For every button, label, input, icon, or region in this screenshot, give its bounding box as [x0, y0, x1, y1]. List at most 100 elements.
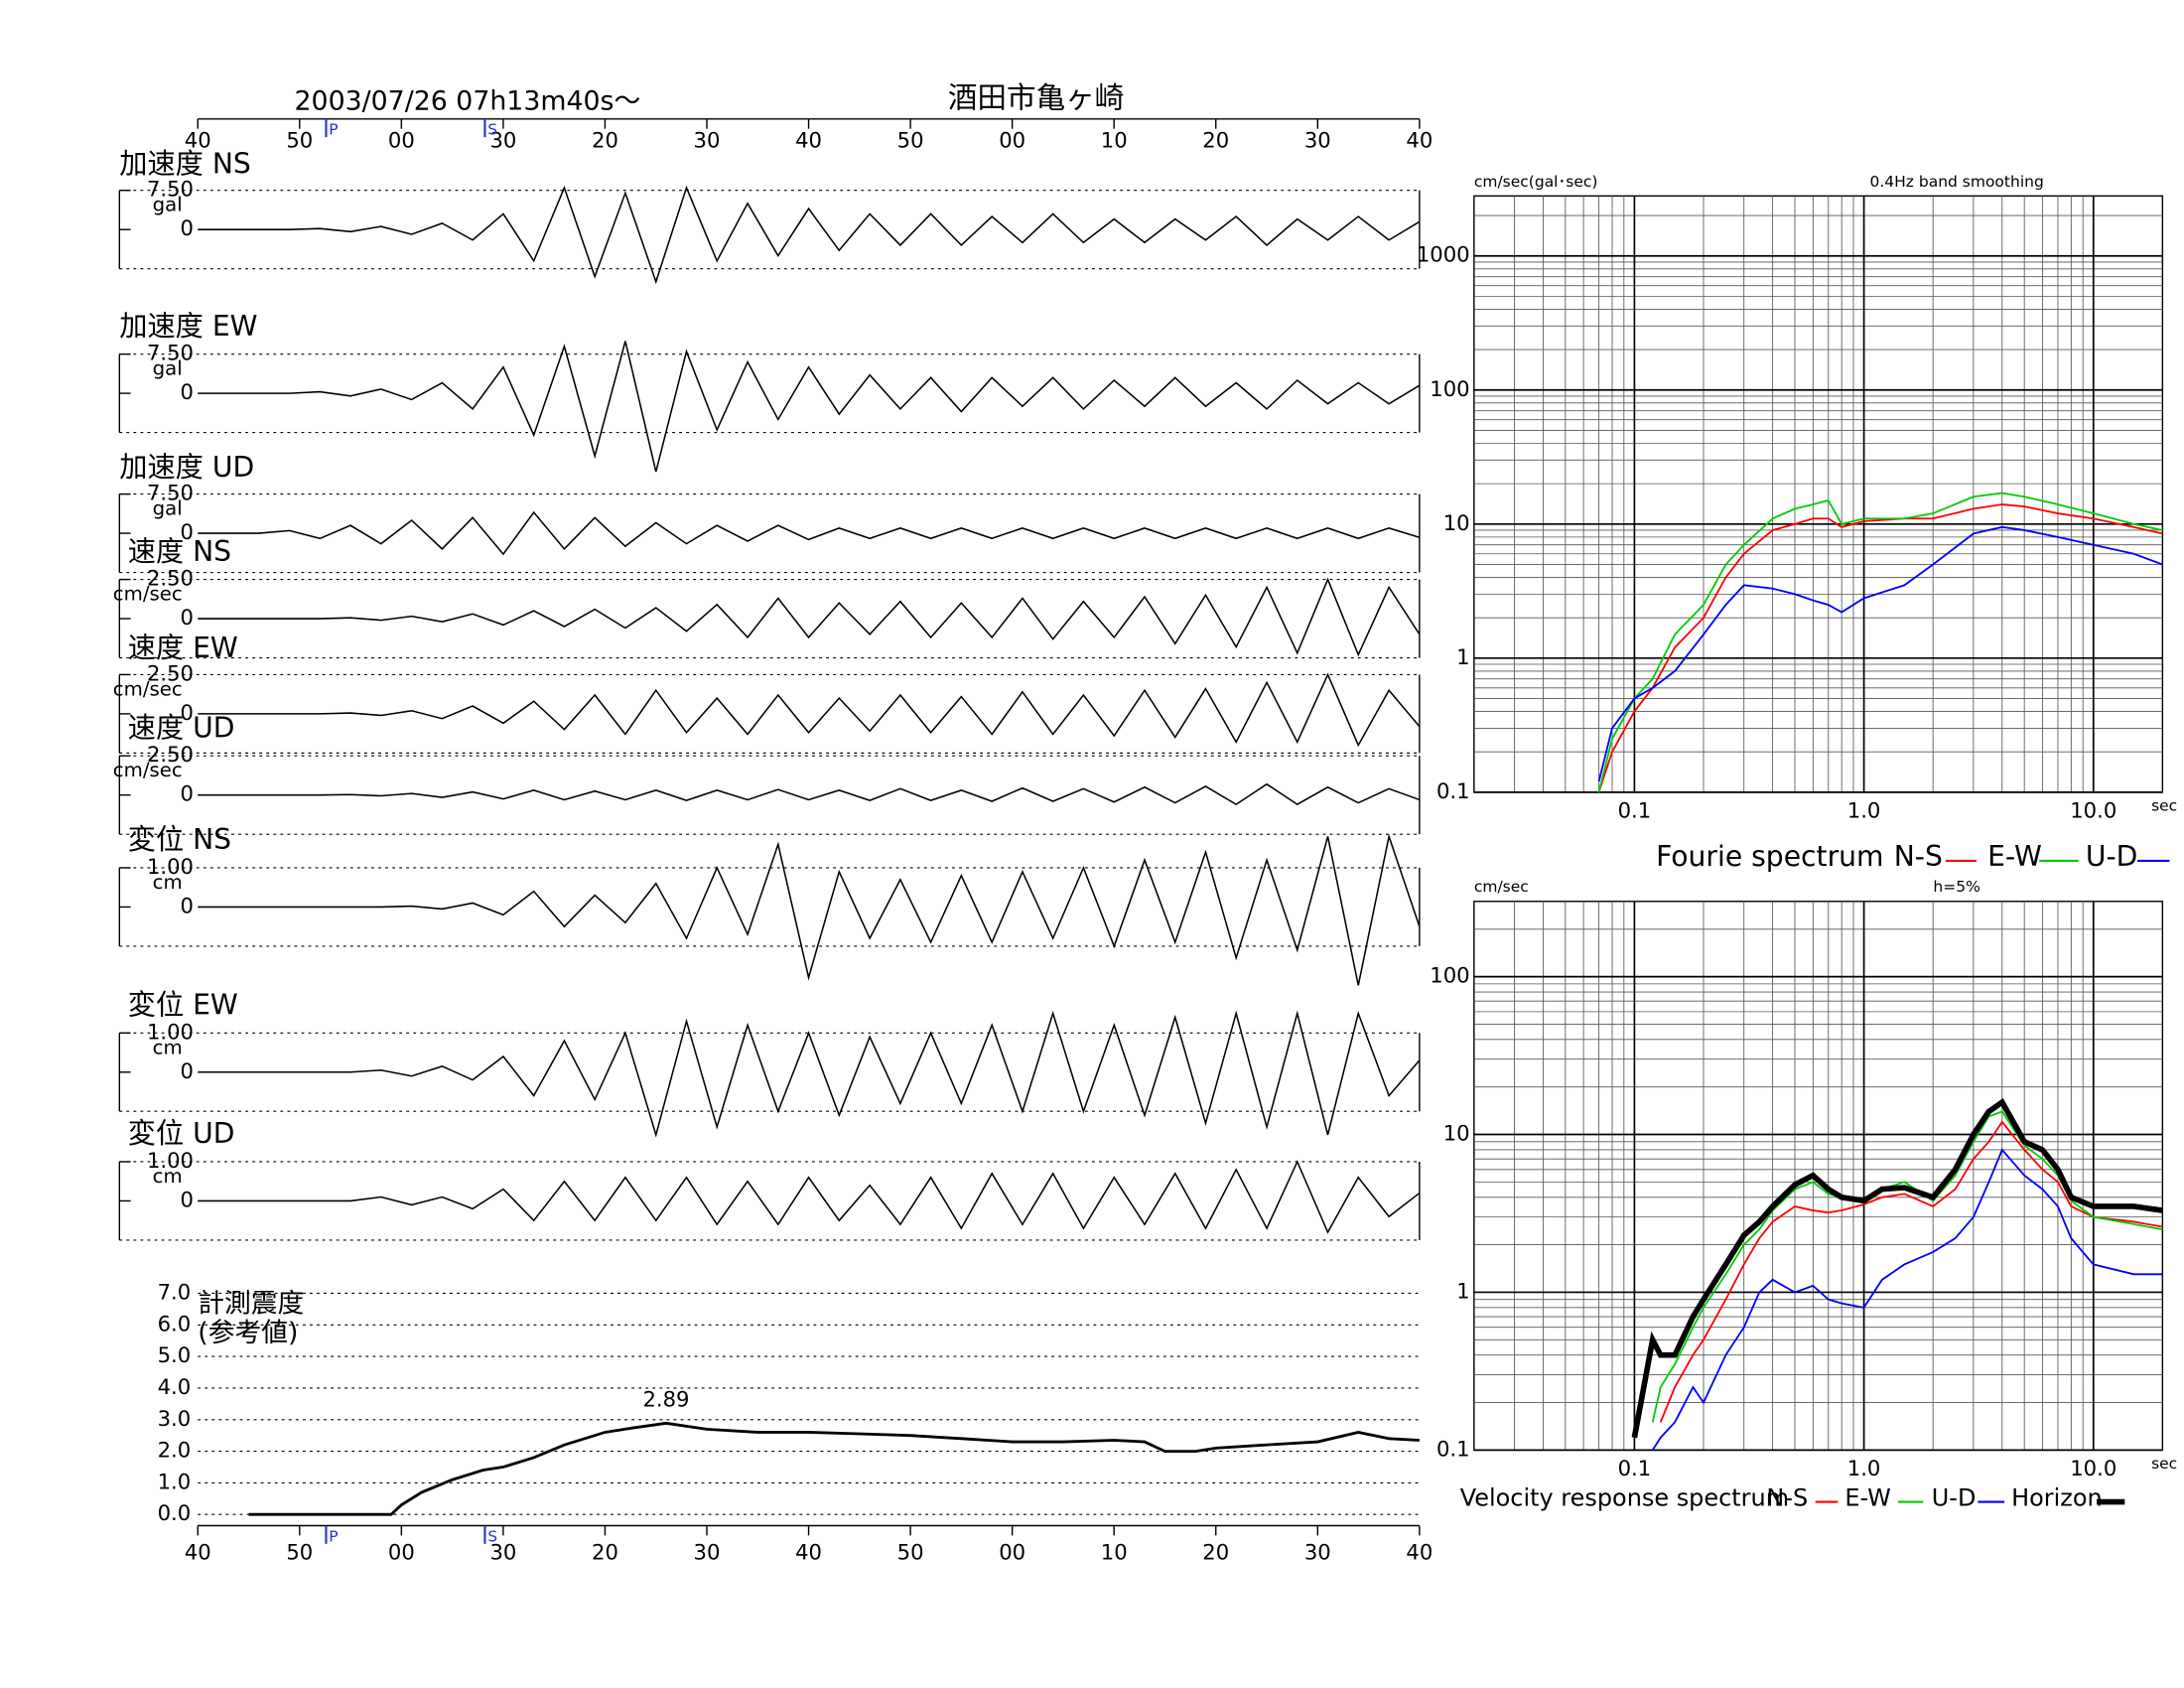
waveform — [198, 510, 1421, 556]
y-tick-label: 1.0 — [158, 1469, 192, 1493]
x-tick-label: 00 — [388, 127, 415, 152]
y-tick-label: 0 — [181, 1058, 194, 1083]
y-tick-label: 0 — [181, 700, 194, 725]
unit-label: cm — [153, 1036, 183, 1058]
waveform — [198, 1160, 1421, 1234]
y-tick-label: 100 — [1430, 963, 1469, 988]
spectrum-line — [1597, 525, 2163, 782]
station-name: 酒田市亀ヶ崎 — [948, 81, 1125, 115]
legend-label: Horizon — [2011, 1484, 2103, 1512]
x-tick-label: 00 — [999, 1540, 1025, 1565]
waveform — [198, 672, 1421, 748]
y-tick-label: 5.0 — [158, 1342, 192, 1367]
trace-title: 変位 NS — [128, 823, 231, 856]
x-tick-label: 40 — [185, 127, 211, 152]
waveform — [198, 833, 1421, 986]
x-tick-label: 30 — [694, 127, 721, 152]
y-tick-label: 1000 — [1417, 242, 1470, 267]
x-tick-label: 50 — [897, 127, 924, 152]
y-tick-label: 2.50 — [147, 566, 194, 591]
y-tick-label: 3.0 — [158, 1406, 192, 1431]
x-tick-label: 10.0 — [2070, 798, 2116, 823]
unit-label: gal — [153, 194, 183, 216]
y-tick-label: 7.50 — [147, 177, 194, 202]
waveform — [198, 1010, 1421, 1138]
phase-marker-label: P — [329, 121, 338, 139]
unit-label: cm — [153, 1165, 183, 1188]
unit-label: cm/sec — [113, 677, 183, 700]
y-tick-label: 7.0 — [158, 1279, 192, 1304]
x-tick-label: 0.1 — [1618, 1456, 1652, 1480]
y-axis-label: cm/sec(gal･sec) — [1474, 173, 1598, 191]
x-tick-label: 1.0 — [1847, 798, 1881, 823]
trace-title: 加速度 UD — [119, 451, 254, 484]
trace-title: 速度 NS — [128, 535, 231, 568]
x-tick-label: 40 — [185, 1540, 211, 1565]
y-tick-label: 6.0 — [158, 1311, 192, 1336]
trace-title: 速度 UD — [128, 711, 235, 744]
legend-label: N-S — [1894, 840, 1943, 873]
y-tick-label: 0 — [181, 519, 194, 544]
x-tick-label: 1.0 — [1847, 1456, 1881, 1480]
x-tick-label: 50 — [286, 1540, 313, 1565]
y-tick-label: 2.50 — [147, 660, 194, 685]
x-axis-label: sec — [2151, 796, 2177, 814]
phase-marker-label: P — [329, 1527, 338, 1545]
intensity-title: 計測震度 — [198, 1288, 304, 1319]
x-tick-label: 20 — [1202, 127, 1229, 152]
x-tick-label: 50 — [897, 1540, 924, 1565]
legend-label: E-W — [1987, 840, 2042, 873]
phase-marker-label: S — [487, 121, 497, 139]
x-tick-label: 00 — [999, 127, 1025, 152]
y-tick-label: 1 — [1456, 644, 1469, 669]
y-tick-label: 10 — [1443, 1121, 1470, 1146]
x-tick-label: 20 — [592, 127, 618, 152]
unit-label: gal — [153, 357, 183, 380]
legend-label: N-S — [1766, 1484, 1808, 1512]
y-tick-label: 2.50 — [147, 742, 194, 767]
y-tick-label: 0 — [181, 605, 194, 630]
intensity-title: (参考値) — [198, 1318, 298, 1348]
x-tick-label: 30 — [489, 1540, 516, 1565]
legend-label: U-D — [2086, 840, 2138, 873]
legend-label: E-W — [1844, 1484, 1891, 1512]
trace-title: 加速度 NS — [119, 147, 251, 180]
x-tick-label: 30 — [489, 127, 516, 152]
waveform — [198, 185, 1421, 285]
y-tick-label: 0 — [181, 781, 194, 806]
x-tick-label: 20 — [1202, 1540, 1229, 1565]
y-tick-label: 1.00 — [147, 1148, 194, 1173]
legend-title: Velocity response spectrum — [1460, 1484, 1789, 1512]
trace-title: 変位 EW — [128, 989, 238, 1022]
y-tick-label: 1.00 — [147, 854, 194, 879]
x-tick-label: 10 — [1101, 127, 1128, 152]
unit-label: cm/sec — [113, 583, 183, 606]
waveform — [198, 577, 1421, 657]
y-tick-label: 100 — [1430, 376, 1469, 401]
chart-note: h=5% — [1933, 878, 1979, 896]
spectrum-line — [1631, 1097, 2163, 1439]
y-tick-label: 1 — [1456, 1278, 1469, 1303]
y-tick-label: 0 — [181, 893, 194, 917]
y-tick-label: 10 — [1443, 510, 1470, 535]
waveform — [198, 782, 1421, 806]
x-tick-label: 40 — [1406, 127, 1433, 152]
x-tick-label: 40 — [1406, 1540, 1433, 1565]
waveform — [198, 341, 1421, 473]
x-tick-label: 10.0 — [2070, 1456, 2116, 1480]
y-tick-label: 1.00 — [147, 1019, 194, 1044]
trace-title: 速度 EW — [128, 632, 238, 664]
x-tick-label: 00 — [388, 1540, 415, 1565]
spectrum-line — [1651, 1148, 2163, 1451]
intensity-line — [248, 1421, 1420, 1516]
date-title: 2003/07/26 07h13m40s〜 — [295, 85, 641, 116]
phase-marker-label: S — [487, 1527, 497, 1545]
y-tick-label: 0.1 — [1436, 1436, 1470, 1461]
y-tick-label: 0 — [181, 1187, 194, 1211]
x-tick-label: 40 — [795, 127, 822, 152]
x-tick-label: 30 — [1304, 127, 1331, 152]
x-axis-label: sec — [2151, 1455, 2177, 1473]
spectrum-line — [1651, 1110, 2163, 1423]
x-tick-label: 50 — [286, 127, 313, 152]
